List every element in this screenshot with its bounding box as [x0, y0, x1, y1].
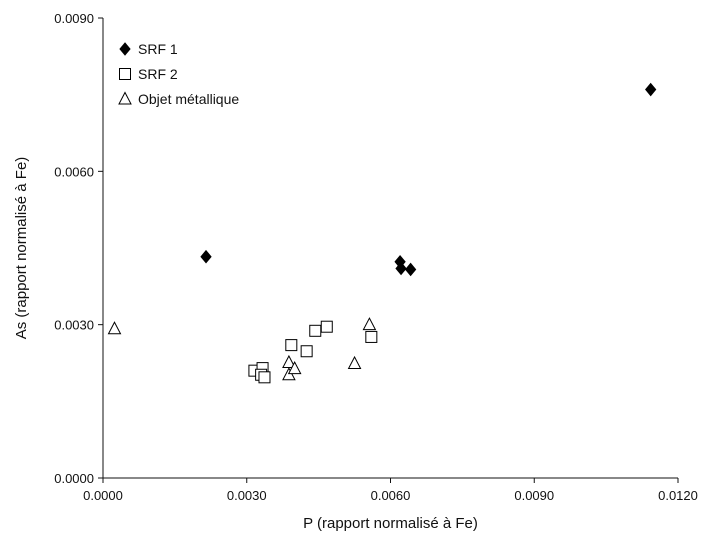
legend-label: Objet métallique [138, 91, 239, 107]
ticks: 0.0000 0.0030 0.0060 0.0090 0.0120 0.0000 0.00… [54, 11, 698, 503]
y-tick-label: 0.0090 [54, 11, 94, 26]
data-point-srf-1 [645, 82, 657, 97]
y-axis-label: As (rapport normalisé à Fe) [13, 157, 30, 340]
legend-label: SRF 2 [138, 66, 178, 82]
data-point-objet-m-tallique [107, 321, 122, 335]
data-point-srf-2 [320, 320, 333, 333]
data-point-objet-m-tallique [362, 317, 377, 331]
x-tick-label: 0.0060 [371, 488, 411, 503]
data-point-srf-2 [300, 345, 313, 358]
x-tick-label: 0.0000 [83, 488, 123, 503]
data-point-objet-m-tallique [347, 355, 362, 370]
data-point-srf-2 [285, 339, 298, 352]
data-point-srf-2 [309, 324, 322, 337]
legend-marker [119, 42, 131, 56]
data-point-objet-m-tallique [287, 361, 302, 375]
legend: SRF 1 SRF 2 Objet métallique [118, 41, 239, 107]
legend-marker [119, 68, 131, 80]
x-tick-label: 0.0090 [514, 488, 554, 503]
axes [102, 18, 678, 479]
data-point-srf-1 [200, 249, 212, 264]
legend-label: SRF 1 [138, 41, 178, 57]
data-points [107, 82, 657, 384]
x-tick-label: 0.0120 [658, 488, 698, 503]
legend-marker [118, 91, 132, 105]
x-tick-label: 0.0030 [227, 488, 267, 503]
data-point-srf-1 [395, 261, 407, 276]
data-point-srf-2 [365, 330, 378, 343]
y-tick-label: 0.0000 [54, 471, 94, 486]
x-axis-label: P (rapport normalisé à Fe) [303, 515, 478, 532]
y-tick-label: 0.0060 [54, 164, 94, 179]
data-point-srf-1 [404, 262, 417, 277]
data-point-srf-2 [258, 371, 271, 384]
y-tick-label: 0.0030 [54, 318, 94, 333]
